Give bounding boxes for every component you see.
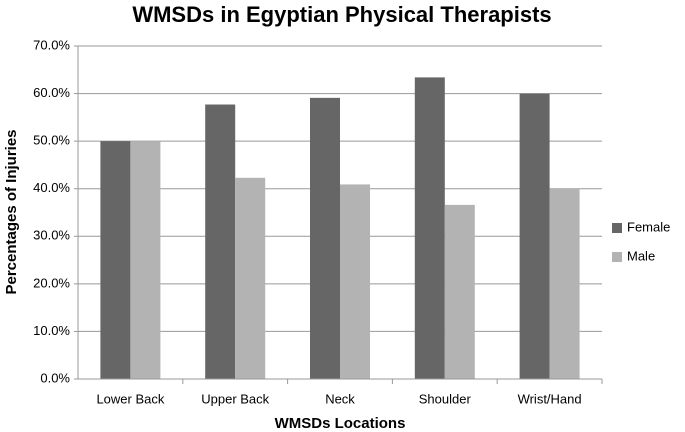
y-tick-label: 70.0% (33, 37, 70, 52)
y-tick-label: 60.0% (33, 85, 70, 100)
bar (235, 177, 266, 379)
legend-label: Male (627, 248, 655, 263)
y-tick-label: 20.0% (33, 275, 70, 290)
bar (130, 141, 161, 379)
x-tick-label: Shoulder (419, 391, 472, 406)
bar (310, 97, 340, 380)
y-axis-title: Percentages of Injuries (3, 129, 20, 294)
y-tick-label: 50.0% (33, 133, 70, 148)
x-tick-label: Wrist/Hand (518, 391, 582, 406)
y-tick-label: 40.0% (33, 180, 70, 195)
x-tick-label: Neck (325, 391, 355, 406)
bar (414, 77, 445, 379)
x-axis-title: WMSDs Locations (275, 415, 406, 432)
bar (549, 188, 580, 379)
x-tick-label: Lower Back (96, 391, 164, 406)
y-tick-label: 0.0% (40, 370, 70, 385)
bar (444, 204, 475, 379)
bar (519, 93, 550, 380)
y-tick-label: 10.0% (33, 323, 70, 338)
x-tick-label: Upper Back (201, 391, 269, 406)
legend-label: Female (627, 219, 670, 234)
chart-title: WMSDs in Egyptian Physical Therapists (132, 2, 551, 27)
legend-swatch (612, 252, 622, 262)
legend-swatch (612, 223, 622, 233)
bar (340, 184, 370, 379)
y-tick-label: 30.0% (33, 228, 70, 243)
bar (100, 141, 131, 379)
bar (205, 104, 236, 380)
